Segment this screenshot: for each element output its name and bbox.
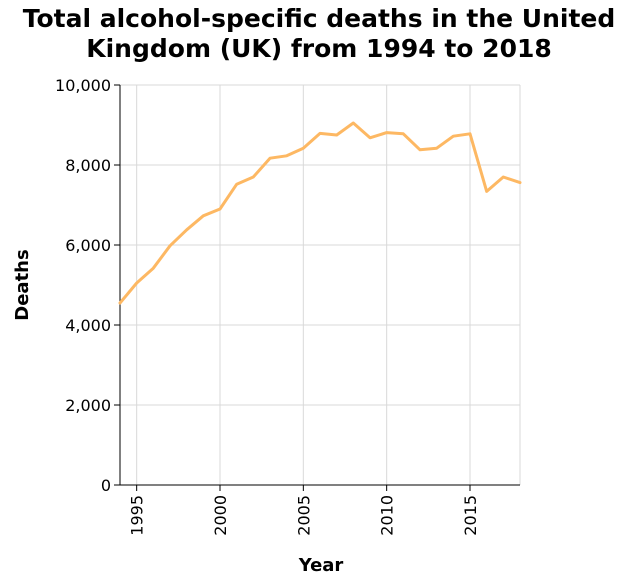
chart-title-line-2: Kingdom (UK) from 1994 to 2018 (86, 34, 552, 63)
axes (119, 85, 520, 486)
x-tick-label: 2000 (211, 495, 230, 536)
y-axis-title: Deaths (12, 249, 33, 320)
x-tick-label: 2005 (294, 495, 313, 536)
y-tick-label: 0 (101, 476, 111, 495)
chart-title-line-1: Total alcohol-specific deaths in the Uni… (22, 4, 616, 33)
series (118, 121, 522, 305)
y-tick-label: 8,000 (65, 156, 111, 175)
y-tick-label: 6,000 (65, 236, 111, 255)
y-tick-label: 2,000 (65, 396, 111, 415)
x-axis-title: Year (298, 555, 344, 576)
x-tick-label: 2015 (461, 495, 480, 536)
x-tick-label: 1995 (128, 495, 147, 536)
x-tick-label: 2010 (378, 495, 397, 536)
chart-title: Total alcohol-specific deaths in the Uni… (0, 4, 638, 64)
ticks: 0 2,000 4,000 6,000 8,000 10,000 1995 2000 2005 2… (55, 76, 480, 536)
y-tick-label: 4,000 (65, 316, 111, 335)
y-tick-label: 10,000 (55, 76, 111, 95)
deaths-series-line (118, 121, 522, 305)
grid (120, 84, 521, 486)
